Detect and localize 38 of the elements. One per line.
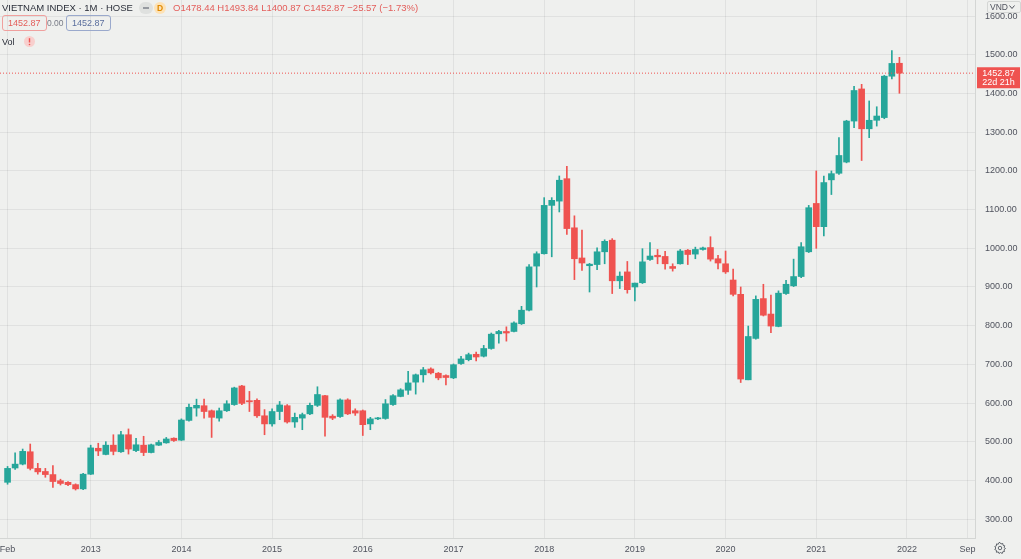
x-tick-label: 2015 bbox=[262, 543, 283, 554]
x-tick-label: 2021 bbox=[806, 543, 827, 554]
y-axis-title: VND bbox=[987, 1, 1021, 13]
text: 22d 21h bbox=[982, 77, 1015, 88]
y-tick-label: 1200.00 bbox=[985, 165, 1018, 176]
chart-subtitle: O1478.44 H1493.84 L1400.87 C1452.87 −25.57 (−1.73%) bbox=[173, 2, 419, 14]
candlestick bbox=[495, 329, 503, 344]
ref-line-label: 1452.87 bbox=[982, 68, 1015, 79]
y-tick-label: 400.00 bbox=[985, 474, 1013, 485]
y-tick-label: 900.00 bbox=[985, 281, 1013, 292]
x-tick-label: 2019 bbox=[624, 543, 645, 554]
y-tick-label: 300.00 bbox=[985, 513, 1013, 524]
x-tick-label: 2014 bbox=[171, 543, 192, 554]
x-tick-label: Sep bbox=[959, 543, 976, 554]
x-tick-label: 2013 bbox=[80, 543, 101, 554]
x-tick-label: 2018 bbox=[534, 543, 555, 554]
y-tick-label: 600.00 bbox=[985, 397, 1013, 408]
x-tick-label: Feb bbox=[0, 543, 16, 554]
y-tick-label: 1600.00 bbox=[985, 10, 1018, 21]
x-tick-label: 2022 bbox=[896, 543, 917, 554]
chart-title: VIETNAM INDEX · 1M · HOSE bbox=[2, 2, 133, 14]
x-tick-label: 2016 bbox=[352, 543, 373, 554]
annotation: 1452.87 bbox=[66, 15, 111, 31]
x-tick-label: 2020 bbox=[715, 543, 736, 554]
y-tick-label: 1000.00 bbox=[985, 242, 1018, 253]
y-tick-label: 700.00 bbox=[985, 358, 1013, 369]
annotation: 0.00 bbox=[47, 17, 64, 29]
y-tick-label: 1300.00 bbox=[985, 126, 1018, 137]
y-tick-label: 1500.00 bbox=[985, 49, 1018, 60]
y-tick-label: 800.00 bbox=[985, 320, 1013, 331]
y-tick-label: 1100.00 bbox=[985, 204, 1017, 215]
candlestick bbox=[94, 442, 102, 456]
x-tick-label: 2017 bbox=[443, 543, 464, 554]
y-tick-label: 500.00 bbox=[985, 436, 1013, 447]
annotation: Vol bbox=[2, 36, 15, 48]
annotation: D bbox=[154, 2, 166, 14]
y-tick-label: 1400.00 bbox=[985, 88, 1018, 99]
annotation: 1452.87 bbox=[2, 15, 47, 31]
